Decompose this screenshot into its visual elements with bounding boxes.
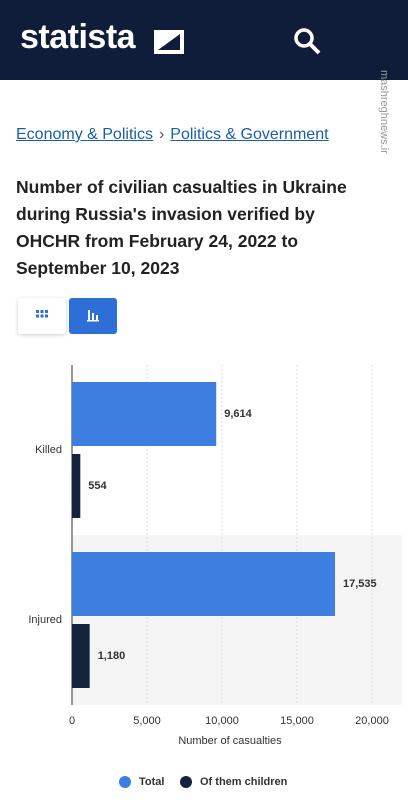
bar (72, 624, 90, 688)
brand-icon (154, 30, 184, 54)
breadcrumb-link[interactable]: Politics & Government (170, 126, 329, 143)
bar (72, 552, 336, 616)
bar (72, 454, 81, 518)
breadcrumb: Economy & Politics › Politics & Government (16, 126, 329, 144)
chart: 0 5,000 10,000 15,000 20,000 Number of casual… (28, 365, 402, 788)
header: statista (0, 0, 408, 80)
icon (36, 310, 48, 318)
legend-marker (180, 776, 192, 788)
value-label: 9,614 (224, 408, 252, 420)
x-tick-label: 10,000 (205, 715, 239, 727)
category-label: Killed (35, 444, 62, 456)
value-label: 1,180 (98, 650, 126, 662)
watermark: mashreghnews.ir (378, 70, 390, 154)
x-tick-label: 0 (69, 715, 75, 727)
value-label: 17,535 (343, 578, 377, 590)
category-label: Injured (28, 614, 62, 626)
search-icon[interactable] (292, 26, 322, 56)
legend-label: Of them children (200, 776, 288, 788)
chart-title: Number of civilian casualties in Ukraine… (16, 177, 347, 278)
legend-label: Total (139, 776, 164, 788)
value-label: 554 (88, 480, 107, 492)
chart-view-button[interactable] (69, 298, 117, 334)
x-axis-label: Number of casualties (178, 735, 282, 747)
separator: › (158, 126, 165, 143)
x-tick-label: 5,000 (133, 715, 161, 727)
x-tick-label: 15,000 (280, 715, 314, 727)
bar (72, 382, 217, 446)
icon (87, 310, 99, 322)
legend-marker (119, 776, 131, 788)
breadcrumb-link[interactable]: Economy & Politics (16, 126, 153, 143)
brand[interactable]: statista (20, 18, 136, 56)
x-tick-label: 20,000 (355, 715, 389, 727)
table-view-button[interactable] (18, 298, 66, 334)
